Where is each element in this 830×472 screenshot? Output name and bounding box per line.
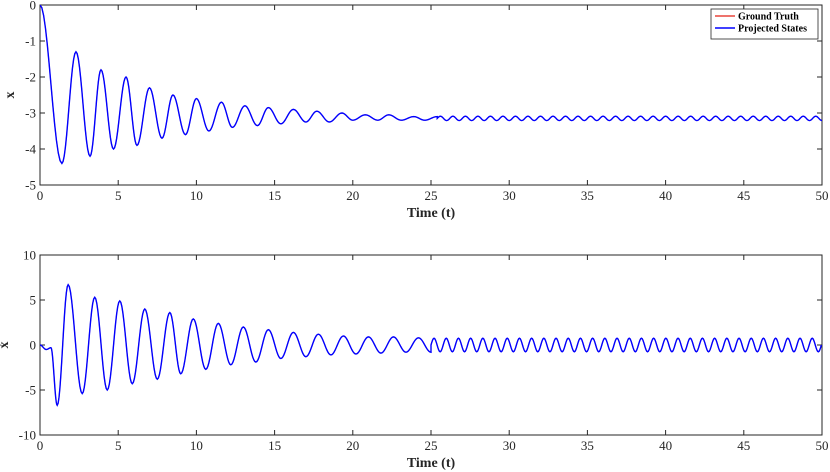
y-axis-label: ẋ (0, 342, 12, 349)
x-tick-label: 0 (37, 188, 44, 203)
legend-box (710, 8, 819, 40)
x-tick-label: 45 (737, 188, 750, 203)
x-tick-label: 20 (346, 438, 359, 453)
series-line-ground-truth (40, 5, 822, 165)
x-tick-label: 20 (346, 188, 359, 203)
x-tick-label: 10 (190, 188, 203, 203)
x-tick-label: 50 (816, 188, 829, 203)
y-tick-label: -4 (25, 142, 36, 157)
x-tick-label: 15 (268, 188, 281, 203)
y-tick-label: -1 (25, 34, 36, 49)
x-axis-label: Time (t) (407, 206, 456, 221)
y-tick-label: 0 (30, 338, 37, 353)
x-tick-label: 0 (37, 438, 44, 453)
y-tick-label: -3 (25, 106, 36, 121)
x-tick-label: 25 (425, 438, 438, 453)
y-tick-label: -10 (19, 428, 36, 443)
x-axis-label: Time (t) (407, 456, 456, 471)
y-tick-label: -2 (25, 70, 36, 85)
x-tick-label: 5 (115, 188, 122, 203)
series-line-projected-states (40, 283, 822, 407)
y-tick-label: 0 (30, 0, 37, 13)
plot-area-frame (39, 4, 823, 186)
x-tick-label: 5 (115, 438, 122, 453)
x-tick-label: 10 (190, 438, 203, 453)
y-axis-label: x (3, 92, 18, 99)
y-tick-label: -5 (25, 383, 36, 398)
x-tick-label: 25 (425, 188, 438, 203)
x-tick-label: 45 (737, 438, 750, 453)
x-tick-label: 15 (268, 438, 281, 453)
x-tick-label: 35 (581, 188, 594, 203)
y-tick-label: 10 (23, 248, 36, 263)
legend-entry-label: Ground Truth (738, 12, 799, 23)
top-subplot-x: 0 5 10 15 20 25 30 35 40 45 50 0 -1 -2 -3 -4 -5 Time (t) x… (3, 0, 829, 221)
x-tick-label: 30 (503, 188, 516, 203)
y-tick-label: -5 (25, 178, 36, 193)
x-tick-label: 30 (503, 438, 516, 453)
x-tick-label: 40 (659, 188, 672, 203)
series-line-projected-states (40, 5, 822, 165)
x-tick-label: 40 (659, 438, 672, 453)
x-tick-label: 35 (581, 438, 594, 453)
x-tick-label: 50 (816, 438, 829, 453)
y-tick-label: 5 (30, 293, 37, 308)
legend-entry-label: Projected States (738, 24, 807, 35)
